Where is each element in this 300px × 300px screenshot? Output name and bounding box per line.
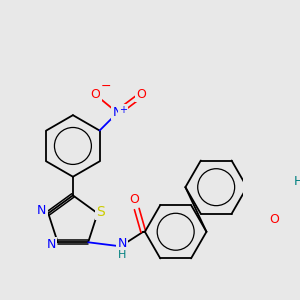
Text: O: O: [136, 88, 146, 100]
Text: O: O: [91, 88, 100, 100]
Text: O: O: [129, 193, 139, 206]
Text: N: N: [37, 204, 46, 218]
Text: +: +: [119, 105, 127, 115]
Text: S: S: [96, 205, 105, 219]
Text: N: N: [46, 238, 56, 251]
Text: H: H: [294, 175, 300, 188]
Text: H: H: [118, 250, 126, 260]
Text: N: N: [118, 237, 127, 250]
Text: −: −: [101, 80, 111, 93]
Text: O: O: [269, 213, 279, 226]
Text: N: N: [113, 106, 122, 119]
